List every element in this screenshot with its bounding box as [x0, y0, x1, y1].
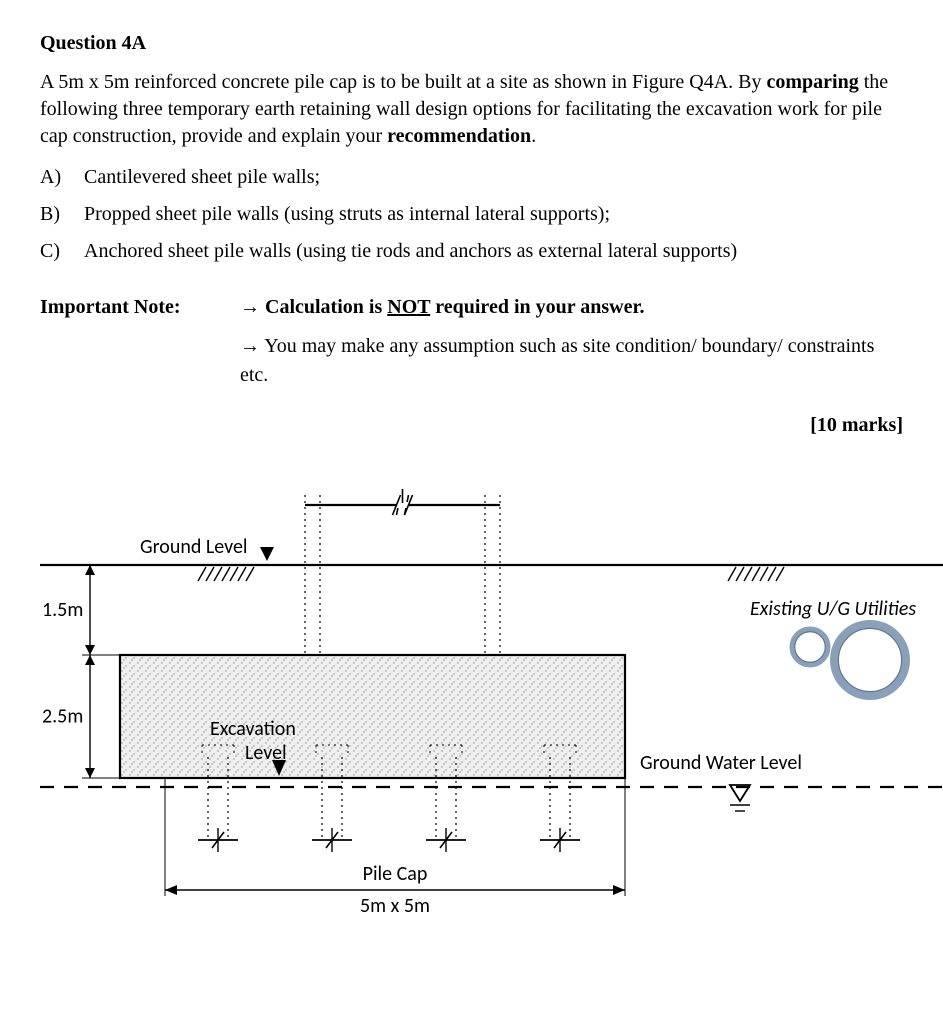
important-note: Important Note: → Calculation is NOT req… — [40, 293, 903, 390]
intro-part-a: A 5m x 5m reinforced concrete pile cap i… — [40, 71, 767, 93]
option-text: Propped sheet pile walls (using struts a… — [84, 201, 903, 228]
option-label: C) — [40, 238, 84, 265]
svg-text:2.5m: 2.5m — [42, 705, 83, 729]
intro-part-b: comparing — [767, 71, 859, 93]
option-text: Cantilevered sheet pile walls; — [84, 164, 903, 191]
arrow-icon: → — [240, 296, 265, 318]
option-row: C) Anchored sheet pile walls (using tie … — [40, 238, 903, 265]
arrow-icon: → — [240, 335, 264, 357]
note-line-2: → You may make any assumption such as si… — [240, 332, 903, 390]
question-title: Question 4A — [40, 32, 903, 55]
svg-text:Ground Level: Ground Level — [140, 535, 248, 559]
figure-q4a: Ground LevelExcavationLevelGround Water … — [40, 445, 903, 915]
intro-paragraph: A 5m x 5m reinforced concrete pile cap i… — [40, 69, 903, 150]
marks-label: [10 marks] — [40, 414, 903, 437]
note-not: NOT — [387, 296, 430, 318]
intro-part-e: . — [531, 125, 536, 147]
option-label: A) — [40, 164, 84, 191]
option-row: A) Cantilevered sheet pile walls; — [40, 164, 903, 191]
svg-text:Ground Water Level: Ground Water Level — [640, 751, 802, 775]
option-label: B) — [40, 201, 84, 228]
note-body: → Calculation is NOT required in your an… — [240, 293, 903, 390]
note-tail: required in your answer. — [430, 296, 644, 318]
options-list: A) Cantilevered sheet pile walls; B) Pro… — [40, 164, 903, 265]
svg-text:Excavation: Excavation — [210, 717, 296, 741]
note2-text: You may make any assumption such as site… — [240, 335, 874, 386]
note-line-1: → Calculation is NOT required in your an… — [240, 293, 903, 322]
note-lead: Calculation is — [265, 296, 387, 318]
svg-text:Existing U/G Utilities: Existing U/G Utilities — [750, 597, 916, 621]
svg-text:5m x 5m: 5m x 5m — [360, 894, 430, 915]
svg-text:Pile Cap: Pile Cap — [363, 862, 428, 886]
svg-text:1.5m: 1.5m — [42, 598, 83, 622]
note-label: Important Note: — [40, 293, 240, 390]
option-row: B) Propped sheet pile walls (using strut… — [40, 201, 903, 228]
option-text: Anchored sheet pile walls (using tie rod… — [84, 238, 903, 265]
intro-part-d: recommendation — [387, 125, 531, 147]
